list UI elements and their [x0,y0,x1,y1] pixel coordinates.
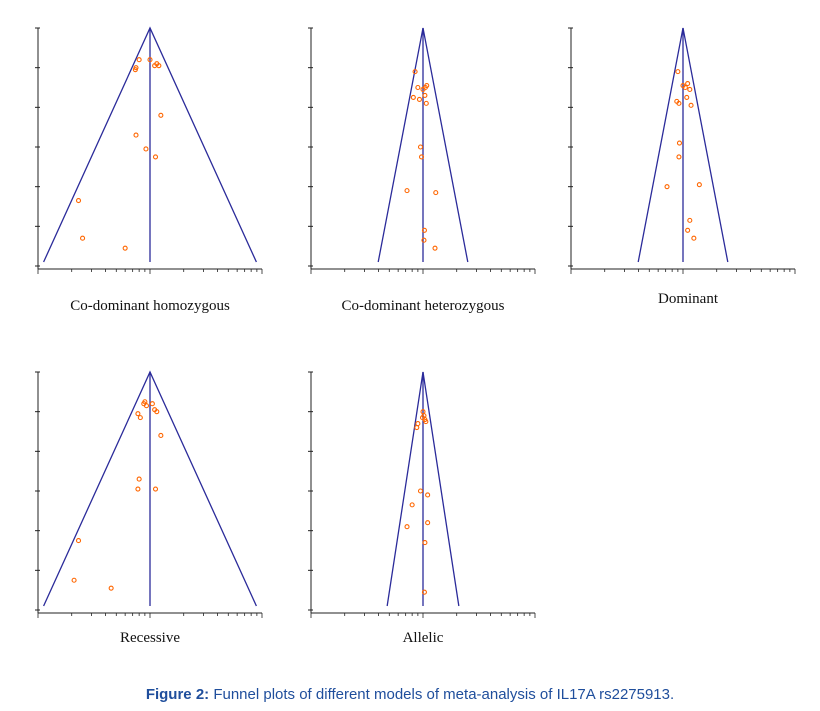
study-point [135,411,141,417]
study-point [676,100,682,106]
study-point [152,486,159,492]
study-point [423,100,429,106]
study-point [409,502,415,508]
study-point [152,154,159,160]
caption-label: Figure 2: [145,686,210,703]
study-point [421,227,427,233]
study-point [135,486,141,492]
caption-text: Funnel plots of different models of meta… [213,686,675,703]
study-point [136,57,142,63]
study-point [682,84,688,91]
study-point [418,154,425,160]
figure-caption: Figure 2: Funnel plots of different mode… [0,686,820,703]
funnel-plot-co-dominant-homozygous [35,26,263,274]
study-point [415,421,421,427]
study-point [696,182,702,188]
study-point [685,80,691,87]
study-point [410,94,416,100]
funnel-plot-dominant [568,27,796,274]
study-point [137,415,143,421]
study-point [432,245,438,251]
study-point [158,432,164,439]
label-recessive: Recessive [120,630,180,646]
study-point [417,488,424,494]
study-point [133,132,139,138]
label-allelic: Allelic [402,630,444,646]
study-point [158,112,164,118]
study-point [147,57,153,63]
funnel-plot-co-dominant-heterozygous [308,27,536,274]
study-point [143,146,149,152]
study-point [691,235,697,241]
funnel-plot-allelic [308,371,536,618]
study-point [417,144,424,150]
study-point [414,424,420,431]
study-point [149,401,155,407]
study-point [676,154,682,160]
label-co-dominant-heterozygous: Co-dominant heterozygous [341,298,505,314]
study-point [75,198,82,204]
study-point [136,476,142,482]
study-point [422,92,428,98]
study-point [416,96,423,102]
study-point [143,403,150,409]
study-point [433,190,439,196]
study-point [80,235,86,241]
study-point [425,520,431,526]
study-point [412,69,418,75]
study-point [415,84,421,91]
study-point [421,589,427,595]
study-point [687,86,693,93]
study-point [422,540,428,546]
study-point [71,577,77,583]
study-point [404,188,410,194]
study-point [425,492,431,498]
funnel-plot-recessive [35,370,263,618]
label-dominant: Dominant [658,291,718,307]
study-point [664,184,670,190]
study-point [404,524,410,530]
study-point [684,94,690,100]
study-point [421,237,427,243]
study-point [156,63,162,69]
study-point [676,140,683,146]
study-point [108,585,114,591]
study-point [424,82,430,89]
study-point [685,227,691,233]
study-point [687,217,693,223]
study-point [132,67,138,73]
study-point [423,419,429,425]
label-co-dominant-homozygous: Co-dominant homozygous [70,298,230,314]
study-point [154,409,160,415]
study-point [675,69,681,75]
study-point [75,538,82,544]
study-point [122,245,128,251]
study-point [688,102,694,108]
